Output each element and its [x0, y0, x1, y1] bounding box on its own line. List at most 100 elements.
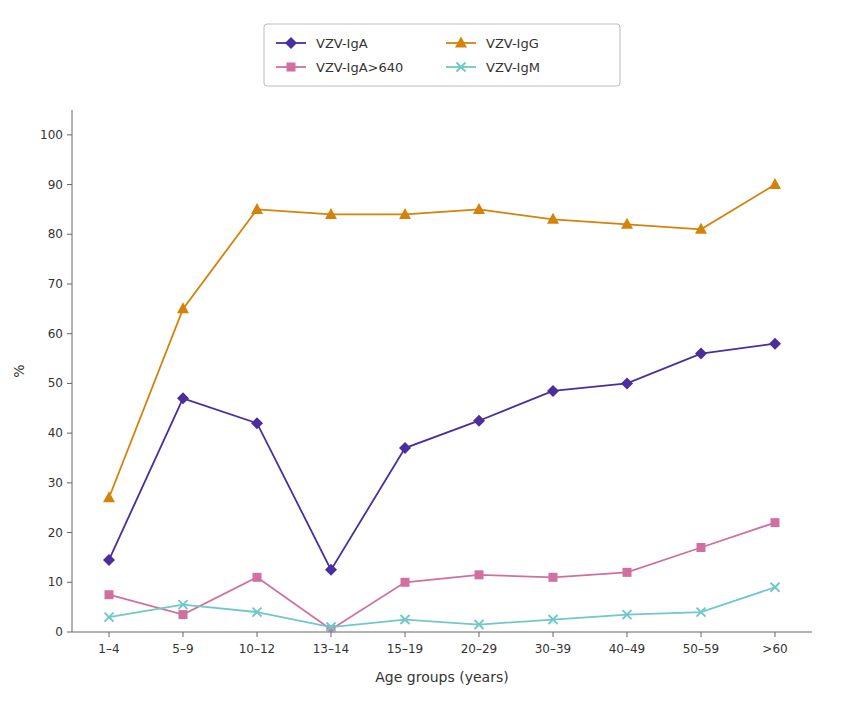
- y-tick-label: 70: [48, 277, 63, 291]
- marker-square: [475, 570, 484, 579]
- marker-triangle: [177, 302, 189, 313]
- marker-triangle: [547, 213, 559, 224]
- y-tick: [67, 433, 72, 434]
- marker-x-stroke: [623, 610, 632, 619]
- marker-x-stroke: [457, 63, 466, 72]
- marker-x-stroke: [475, 620, 484, 629]
- x-tick: [553, 632, 554, 637]
- marker-x: [327, 623, 336, 632]
- marker-square: [697, 543, 706, 552]
- legend-swatch-marker: [457, 63, 466, 72]
- y-tick: [67, 284, 72, 285]
- marker-x-stroke: [105, 613, 114, 622]
- series: [103, 178, 781, 502]
- x-tick-label: 13–14: [313, 642, 350, 656]
- marker-x: [549, 615, 558, 624]
- marker-x: [401, 615, 410, 624]
- y-tick-label: 80: [48, 227, 63, 241]
- chart: 01020304050607080901001–45–910–1213–1415…: [0, 0, 842, 704]
- legend-item: VZV-IgG: [446, 36, 539, 51]
- y-tick: [67, 482, 72, 483]
- x-tick: [257, 632, 258, 637]
- marker-square: [105, 590, 114, 599]
- marker-x-stroke: [623, 610, 632, 619]
- y-tick-label: 100: [40, 128, 63, 142]
- marker-x: [623, 610, 632, 619]
- marker-x: [105, 613, 114, 622]
- x-tick-label: 5–9: [172, 642, 193, 656]
- x-tick-label: 1–4: [98, 642, 119, 656]
- x-tick: [183, 632, 184, 637]
- y-tick: [67, 532, 72, 533]
- y-tick-label: 60: [48, 327, 63, 341]
- x-tick: [701, 632, 702, 637]
- marker-diamond: [547, 385, 559, 397]
- axes: 01020304050607080901001–45–910–1213–1415…: [40, 110, 812, 656]
- marker-x-stroke: [475, 620, 484, 629]
- series-line: [109, 185, 775, 498]
- marker-x-stroke: [549, 615, 558, 624]
- y-tick: [67, 383, 72, 384]
- marker-x-stroke: [327, 623, 336, 632]
- marker-triangle: [399, 208, 411, 219]
- marker-triangle: [103, 491, 115, 502]
- x-tick: [479, 632, 480, 637]
- marker-square: [401, 578, 410, 587]
- marker-x-stroke: [697, 608, 706, 617]
- y-tick: [67, 333, 72, 334]
- marker-x-stroke: [253, 608, 262, 617]
- page: {"chart_data": {"type": "line", "categor…: [0, 0, 842, 704]
- marker-x-stroke: [179, 600, 188, 609]
- y-tick-label: 50: [48, 376, 63, 390]
- series-line: [109, 587, 775, 627]
- y-tick: [67, 582, 72, 583]
- y-tick-label: 40: [48, 426, 63, 440]
- marker-triangle: [621, 218, 633, 229]
- marker-triangle: [473, 203, 485, 214]
- y-tick: [67, 184, 72, 185]
- marker-diamond: [473, 415, 485, 427]
- marker-x-stroke: [457, 63, 466, 72]
- marker-square: [623, 568, 632, 577]
- x-tick-label: 30–39: [535, 642, 572, 656]
- marker-x-stroke: [401, 615, 410, 624]
- legend-item: VZV-IgA>640: [276, 60, 403, 75]
- plot-area: [103, 178, 781, 632]
- legend-label: VZV-IgA: [316, 36, 368, 51]
- series: [105, 583, 780, 632]
- marker-x-stroke: [327, 623, 336, 632]
- legend-item: VZV-IgM: [446, 60, 540, 75]
- y-tick-label: 90: [48, 178, 63, 192]
- marker-x: [697, 608, 706, 617]
- marker-x-stroke: [253, 608, 262, 617]
- legend-swatch-marker: [287, 63, 296, 72]
- marker-square: [771, 518, 780, 527]
- series-line: [109, 344, 775, 570]
- x-tick-label: >60: [762, 642, 787, 656]
- y-tick-label: 30: [48, 476, 63, 490]
- marker-x-stroke: [771, 583, 780, 592]
- x-tick: [775, 632, 776, 637]
- marker-x: [179, 600, 188, 609]
- marker-diamond: [769, 338, 781, 350]
- marker-triangle: [251, 203, 263, 214]
- series-line: [109, 523, 775, 630]
- x-tick: [109, 632, 110, 637]
- marker-x-stroke: [179, 600, 188, 609]
- y-tick: [67, 234, 72, 235]
- marker-diamond: [325, 564, 337, 576]
- marker-x: [771, 583, 780, 592]
- marker-diamond: [103, 554, 115, 566]
- marker-diamond: [621, 377, 633, 389]
- x-axis-label: Age groups (years): [375, 669, 508, 685]
- y-tick: [67, 632, 72, 633]
- marker-x: [253, 608, 262, 617]
- marker-diamond: [399, 442, 411, 454]
- legend-frame: [264, 24, 620, 86]
- marker-x-stroke: [771, 583, 780, 592]
- marker-x-stroke: [105, 613, 114, 622]
- x-tick-label: 10–12: [239, 642, 276, 656]
- legend-label: VZV-IgA>640: [316, 60, 403, 75]
- marker-diamond: [177, 392, 189, 404]
- marker-diamond: [251, 417, 263, 429]
